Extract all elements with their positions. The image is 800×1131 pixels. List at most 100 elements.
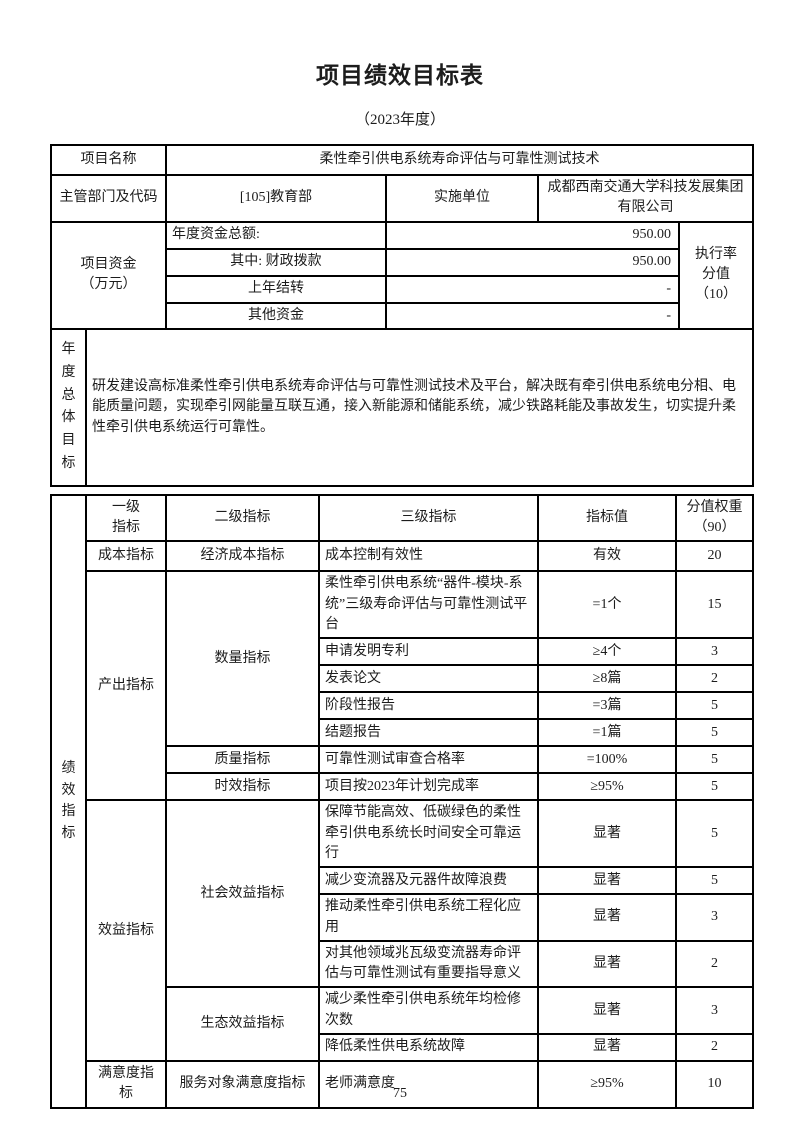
indicator-row: 生态效益指标 减少柔性牵引供电系统年均检修次数 显著 3 [51,986,754,1063]
indicator-value-cell: 显著 [537,939,677,989]
indicator-row: 结题报告 =1篇 5 [51,718,754,748]
level3-cell: 可靠性测试审查合格率 [318,745,539,775]
department-value-cell: [105]教育部 [165,174,387,223]
header-level1-cell: 一级 指标 [85,493,167,543]
funding-label-line1: 项目资金 [80,256,137,272]
execution-rate-cell: 执行率 分值 （10） [678,220,754,330]
level2-cell: 质量指标 [165,745,320,775]
indicator-value-cell: ≥95% [537,772,677,802]
indicator-value-cell: =1篇 [537,718,677,748]
performance-indicators-table: 绩效指标 一级 指标 二级指标 三级指标 指标值 分值权重 （90） 成本指标 [50,493,754,1109]
indicator-value-cell: 显著 [537,986,677,1036]
level2-cell: 时效指标 [165,772,320,802]
indicator-weight-cell: 15 [675,570,754,640]
indicator-row: 推动柔性牵引供电系统工程化应用 显著 3 [51,893,754,942]
indicator-value-cell: 显著 [537,799,677,869]
indicator-row: 申请发明专利 ≥4个 3 [51,637,754,667]
funding-item-value: 950.00 [385,247,680,277]
level3-cell: 对其他领域兆瓦级变流器寿命评估与可靠性测试有重要指导意义 [318,939,539,989]
indicator-row: 满意度指标 服务对象满意度指标 老师满意度 ≥95% 10 [51,1060,754,1109]
indicator-weight-cell: 5 [675,799,754,869]
funding-item-value: - [385,301,680,330]
annual-goal-row: 年度总体目标 研发建设高标准柔性牵引供电系统寿命评估与可靠性测试技术及平台，解决… [50,327,754,487]
project-info-table: 项目名称 柔性牵引供电系统寿命评估与可靠性测试技术 主管部门及代码 [105]教… [50,144,754,487]
indicator-weight-cell: 2 [675,939,754,989]
annual-goal-text-cell: 研发建设高标准柔性牵引供电系统寿命评估与可靠性测试技术及平台，解决既有牵引供电系… [85,327,754,487]
indicator-weight-cell: 3 [675,986,754,1036]
project-name-row: 项目名称 柔性牵引供电系统寿命评估与可靠性测试技术 [50,144,754,176]
funding-item-label: 其他资金 [165,301,387,330]
implementer-label-cell: 实施单位 [385,174,539,223]
level2-cell: 服务对象满意度指标 [165,1060,320,1109]
indicator-row: 阶段性报告 =3篇 5 [51,691,754,721]
funding-row-carryover: 上年结转 - [51,274,753,304]
funding-row-other: 其他资金 - [51,301,753,330]
header-weight-cell: 分值权重 （90） [675,493,754,543]
header-weight-line1: 分值权重 [686,499,743,515]
level3-cell: 结题报告 [318,718,539,748]
level3-cell: 减少变流器及元器件故障浪费 [318,866,539,896]
level2-cell: 社会效益指标 [165,799,320,989]
level2-cell: 数量指标 [165,570,320,748]
tables-container: 项目名称 柔性牵引供电系统寿命评估与可靠性测试技术 主管部门及代码 [105]教… [50,144,754,1109]
annual-goal-vertical-label: 年度总体目标 [61,342,76,471]
funding-row-total: 项目资金 （万元） 年度资金总额: 950.00 执行率 分值 （10） [50,220,754,330]
indicator-row: 减少变流器及元器件故障浪费 显著 5 [51,866,754,896]
level3-cell: 减少柔性牵引供电系统年均检修次数 [318,986,539,1036]
performance-side-cell: 绩效指标 [50,493,87,1109]
implementer-value-cell: 成都西南交通大学科技发展集团有限公司 [537,174,754,223]
funding-item-label: 上年结转 [165,274,387,304]
level3-cell: 柔性牵引供电系统“器件-模块-系统”三级寿命评估与可靠性测试平台 [318,570,539,640]
indicator-value-cell: =1个 [537,570,677,640]
indicator-row: 产出指标 数量指标 柔性牵引供电系统“器件-模块-系统”三级寿命评估与可靠性测试… [51,570,754,802]
indicator-weight-cell: 5 [675,772,754,802]
indicator-weight-cell: 5 [675,691,754,721]
level3-cell: 项目按2023年计划完成率 [318,772,539,802]
indicator-weight-cell: 5 [675,866,754,896]
indicator-weight-cell: 2 [675,1033,754,1063]
indicator-weight-cell: 10 [675,1060,754,1109]
header-level1-line2: 指标 [112,520,140,536]
funding-item-value: - [385,274,680,304]
indicator-value-cell: ≥95% [537,1060,677,1109]
header-level2-cell: 二级指标 [165,493,320,543]
page-number: 75 [393,1086,407,1101]
indicator-value-cell: =100% [537,745,677,775]
funding-label-cell: 项目资金 （万元） [50,220,167,330]
indicator-weight-cell: 5 [675,718,754,748]
level1-cell: 产出指标 [85,570,167,802]
indicator-value-cell: 显著 [537,893,677,942]
indicator-weight-cell: 2 [675,664,754,694]
performance-vertical-label: 绩效指标 [61,760,76,841]
level2-cell: 经济成本指标 [165,540,320,573]
level3-cell: 降低柔性供电系统故障 [318,1033,539,1063]
indicator-value-cell: 有效 [537,540,677,573]
annual-goal-label-cell: 年度总体目标 [50,327,87,487]
level3-cell: 老师满意度 [318,1060,539,1109]
indicator-value-cell: ≥8篇 [537,664,677,694]
indicator-row: 发表论文 ≥8篇 2 [51,664,754,694]
execution-rate-line2: 分值 [702,267,730,283]
department-row: 主管部门及代码 [105]教育部 实施单位 成都西南交通大学科技发展集团有限公司 [50,174,754,223]
level1-cell: 满意度指标 [85,1060,167,1109]
execution-rate-line3: （10） [695,287,737,303]
indicator-value-cell: ≥4个 [537,637,677,667]
indicator-row: 时效指标 项目按2023年计划完成率 ≥95% 5 [51,772,754,802]
level3-cell: 发表论文 [318,664,539,694]
funding-item-label: 其中: 财政拨款 [165,247,387,277]
indicator-value-cell: =3篇 [537,691,677,721]
table-gap [50,487,752,494]
indicator-weight-cell: 3 [675,637,754,667]
indicator-value-cell: 显著 [537,1033,677,1063]
indicator-weight-cell: 5 [675,745,754,775]
funding-row-fiscal: 其中: 财政拨款 950.00 [51,247,753,277]
indicator-row: 质量指标 可靠性测试审查合格率 =100% 5 [51,745,754,775]
header-level3-cell: 三级指标 [318,493,539,543]
header-value-cell: 指标值 [537,493,677,543]
funding-item-label: 年度资金总额: [165,220,387,250]
level3-cell: 成本控制有效性 [318,540,539,573]
indicator-weight-cell: 20 [675,540,754,573]
funding-item-value: 950.00 [385,220,680,250]
indicator-row: 对其他领域兆瓦级变流器寿命评估与可靠性测试有重要指导意义 显著 2 [51,939,754,989]
